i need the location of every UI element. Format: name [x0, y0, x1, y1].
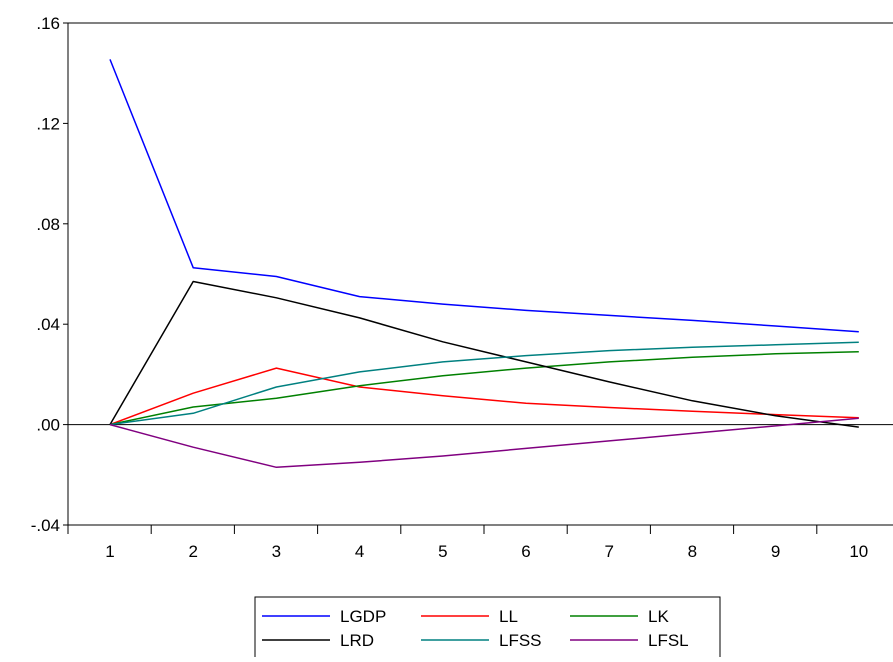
x-tick-label: 5 [438, 542, 447, 561]
y-tick-label: .00 [36, 416, 60, 435]
series-line-lgdp [109, 59, 859, 333]
series-line-ll [109, 367, 859, 426]
y-axis: .16 .12 .08 .04 .00 -.04 [31, 14, 68, 535]
x-tick-label: 6 [521, 542, 530, 561]
x-tick-label: 8 [688, 542, 697, 561]
x-tick-label: 4 [355, 542, 364, 561]
series-line-lfsl [109, 417, 859, 469]
x-tick-label: 7 [604, 542, 613, 561]
x-tick-label: 3 [272, 542, 281, 561]
series-line-lrd [109, 280, 859, 428]
legend-label-lk: LK [648, 607, 669, 626]
series-line-lfss [109, 341, 859, 426]
plot-frame [67, 22, 893, 526]
y-tick-label: .12 [36, 114, 60, 133]
series-layer [109, 59, 859, 469]
y-tick-label: -.04 [31, 516, 60, 535]
x-axis: 1 2 3 4 5 6 7 8 9 10 [67, 525, 868, 561]
x-tick-label: 1 [105, 542, 114, 561]
legend-label-lfsl: LFSL [648, 631, 689, 650]
legend-label-ll: LL [499, 607, 518, 626]
x-tick-label: 10 [849, 542, 868, 561]
y-tick-label: .08 [36, 215, 60, 234]
legend-frame [254, 596, 721, 660]
legend-label-lgdp: LGDP [340, 607, 386, 626]
x-tick-label: 2 [188, 542, 197, 561]
y-tick-label: .04 [36, 315, 60, 334]
series-line-lk [109, 351, 859, 426]
legend-label-lfss: LFSS [499, 631, 542, 650]
legend-label-lrd: LRD [340, 631, 374, 650]
legend: LGDP LL LK LRD LFSS LFSL [254, 596, 721, 660]
x-tick-label: 9 [771, 542, 780, 561]
y-tick-label: .16 [36, 14, 60, 33]
